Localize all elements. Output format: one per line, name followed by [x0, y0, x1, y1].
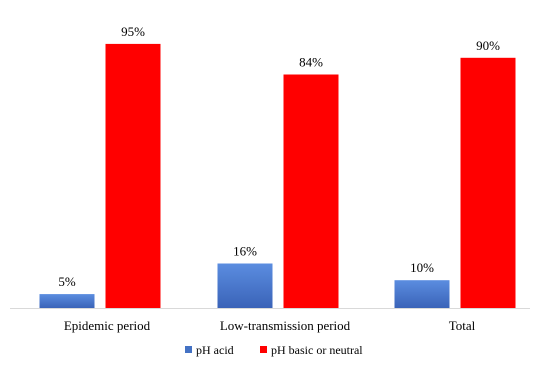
legend-swatch-ph-acid	[185, 346, 192, 353]
data-label-ph-acid-1: 16%	[233, 244, 257, 259]
bar-ph-acid-2	[394, 280, 450, 308]
legend-label-ph-basic-neutral: pH basic or neutral	[271, 343, 363, 357]
category-label-1: Low-transmission period	[220, 318, 351, 333]
data-label-ph-basic-neutral-2: 90%	[476, 38, 500, 53]
legend: pH acid pH basic or neutral	[185, 343, 363, 357]
data-label-ph-basic-neutral-1: 84%	[299, 55, 323, 70]
data-label-ph-acid-2: 10%	[410, 260, 434, 275]
bar-ph-basic-neutral-0	[105, 43, 161, 309]
category-label-2: Total	[449, 318, 476, 333]
bar-ph-basic-neutral-1	[283, 74, 339, 308]
bar-ph-basic-neutral-2	[460, 57, 516, 308]
legend-label-ph-acid: pH acid	[196, 343, 234, 357]
bars-layer	[39, 43, 516, 309]
labels-layer: 5% 16% 10% 95% 84% 90% Epidemic period Low-tran…	[58, 24, 500, 333]
bar-ph-acid-1	[217, 263, 273, 308]
category-label-0: Epidemic period	[64, 318, 151, 333]
bar-ph-acid-0	[39, 294, 95, 308]
data-label-ph-basic-neutral-0: 95%	[121, 24, 145, 39]
legend-swatch-ph-basic-neutral	[260, 346, 267, 353]
data-label-ph-acid-0: 5%	[58, 274, 76, 289]
